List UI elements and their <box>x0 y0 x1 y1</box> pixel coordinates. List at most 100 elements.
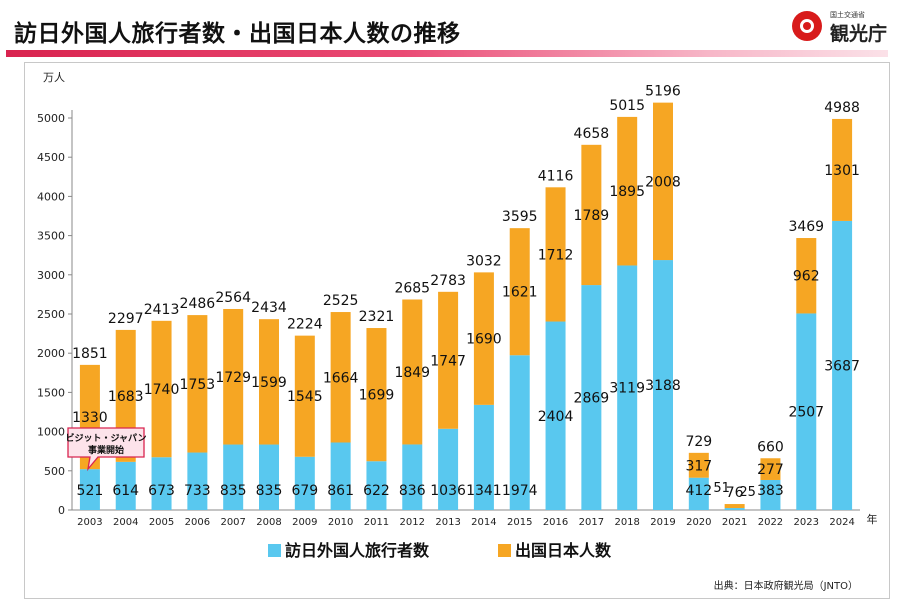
bar-visitors <box>760 479 781 510</box>
total-label: 2413 <box>144 302 180 318</box>
total-label: 5015 <box>609 98 645 114</box>
total-label: 660 <box>757 439 784 455</box>
bar-outbound <box>760 458 781 480</box>
total-label: 2224 <box>287 317 323 333</box>
outbound-label: 1789 <box>574 208 610 224</box>
outbound-label: 1621 <box>502 285 538 301</box>
visitors-label: 733 <box>184 483 211 499</box>
bar-visitors <box>473 404 494 510</box>
outbound-label: 1699 <box>359 388 395 404</box>
bar-outbound <box>724 504 745 509</box>
bar-visitors <box>366 461 387 510</box>
bar-visitors <box>259 444 279 510</box>
visitors-label: 3188 <box>645 378 681 394</box>
logo-agency-text: 観光庁 <box>830 23 888 45</box>
bar-visitors <box>688 477 709 510</box>
visitors-label: 3687 <box>824 358 860 374</box>
bar-visitors <box>294 456 315 510</box>
total-label: 2564 <box>215 290 251 306</box>
x-tick-label: 2023 <box>794 517 819 528</box>
x-tick-label: 2016 <box>543 517 568 528</box>
x-tick-label: 2010 <box>328 517 353 528</box>
bar-outbound <box>366 328 387 462</box>
bar-outbound <box>796 238 817 314</box>
outbound-label: 1301 <box>824 163 860 179</box>
outbound-label: 277 <box>757 462 784 478</box>
outbound-label: 1690 <box>466 332 502 348</box>
visitors-label: 1974 <box>502 483 538 499</box>
outbound-label: 1849 <box>394 365 430 381</box>
outbound-label: 1330 <box>72 410 108 426</box>
visitors-label: 836 <box>399 483 426 499</box>
bar-visitors <box>617 265 638 510</box>
bar-visitors <box>796 313 817 510</box>
outbound-label: 1740 <box>144 382 180 398</box>
x-tick-label: 2022 <box>758 517 783 528</box>
bar-outbound <box>402 299 423 445</box>
visitors-label: 25 <box>739 485 756 500</box>
bar-visitors <box>330 442 351 510</box>
y-tick-label: 2500 <box>37 308 65 321</box>
bar-visitors <box>509 355 530 510</box>
total-label: 2434 <box>251 300 287 316</box>
x-tick-label: 2012 <box>400 517 425 528</box>
y-tick-label: 1000 <box>37 426 65 439</box>
bar-outbound <box>617 116 638 266</box>
outbound-label: 1683 <box>108 389 144 405</box>
annotation-callout <box>67 427 145 472</box>
y-tick-label: 2000 <box>37 347 65 360</box>
bar-visitors <box>724 508 745 510</box>
total-label: 3595 <box>502 209 538 225</box>
bar-visitors <box>151 457 172 510</box>
y-tick-label: 500 <box>44 465 65 478</box>
bar-outbound <box>581 144 602 286</box>
outbound-label: 51 <box>713 481 730 496</box>
logo-ministry-text: 国土交通省 <box>830 11 865 19</box>
bar-visitors <box>832 220 853 510</box>
outbound-label: 1753 <box>180 377 216 393</box>
total-label: 2783 <box>430 273 466 289</box>
y-tick-label: 5000 <box>37 112 65 125</box>
total-label: 5196 <box>645 84 681 100</box>
total-label: 4116 <box>538 168 574 184</box>
y-axis-label: 万人 <box>43 71 65 84</box>
visitors-label: 835 <box>256 483 283 499</box>
visitors-label: 622 <box>363 483 390 499</box>
source-note: 出典：日本政府観光局（JNTO） <box>713 581 858 592</box>
visitors-label: 679 <box>291 483 318 499</box>
bar-outbound <box>545 187 566 322</box>
total-label: 2297 <box>108 311 144 327</box>
visitors-label: 2507 <box>788 405 824 421</box>
chart-frame <box>24 62 890 599</box>
visitors-label: 383 <box>757 483 784 499</box>
x-tick-label: 2024 <box>829 517 854 528</box>
total-label: 2486 <box>180 296 216 312</box>
bar-visitors <box>115 461 136 510</box>
legend-label-visitors: 訪日外国人旅行者数 <box>285 541 430 560</box>
outbound-label: 962 <box>793 269 820 285</box>
y-tick-label: 4500 <box>37 151 65 164</box>
x-tick-label: 2008 <box>256 517 281 528</box>
x-tick-label: 2019 <box>650 517 675 528</box>
outbound-label: 1599 <box>251 375 287 391</box>
x-tick-label: 2011 <box>364 517 389 528</box>
visitors-label: 1341 <box>466 483 502 499</box>
x-tick-label: 2018 <box>614 517 639 528</box>
bar-outbound <box>688 452 709 478</box>
total-label: 4658 <box>574 126 610 142</box>
x-tick-label: 2020 <box>686 517 711 528</box>
bar-outbound <box>223 308 244 445</box>
visitors-label: 3119 <box>609 381 645 397</box>
bar-outbound <box>151 320 172 458</box>
bar-visitors <box>223 444 244 510</box>
bar-visitors <box>438 428 459 510</box>
outbound-label: 1712 <box>538 247 574 263</box>
total-label: 3032 <box>466 253 502 269</box>
annotation-line-2: 事業開始 <box>88 444 124 456</box>
y-tick-label: 4000 <box>37 190 65 203</box>
visitors-label: 1036 <box>430 483 466 499</box>
total-label: 76 <box>726 485 744 501</box>
annotation-line-1: ビジット・ジャパン <box>65 432 146 444</box>
legend-swatch-outbound <box>498 544 511 557</box>
